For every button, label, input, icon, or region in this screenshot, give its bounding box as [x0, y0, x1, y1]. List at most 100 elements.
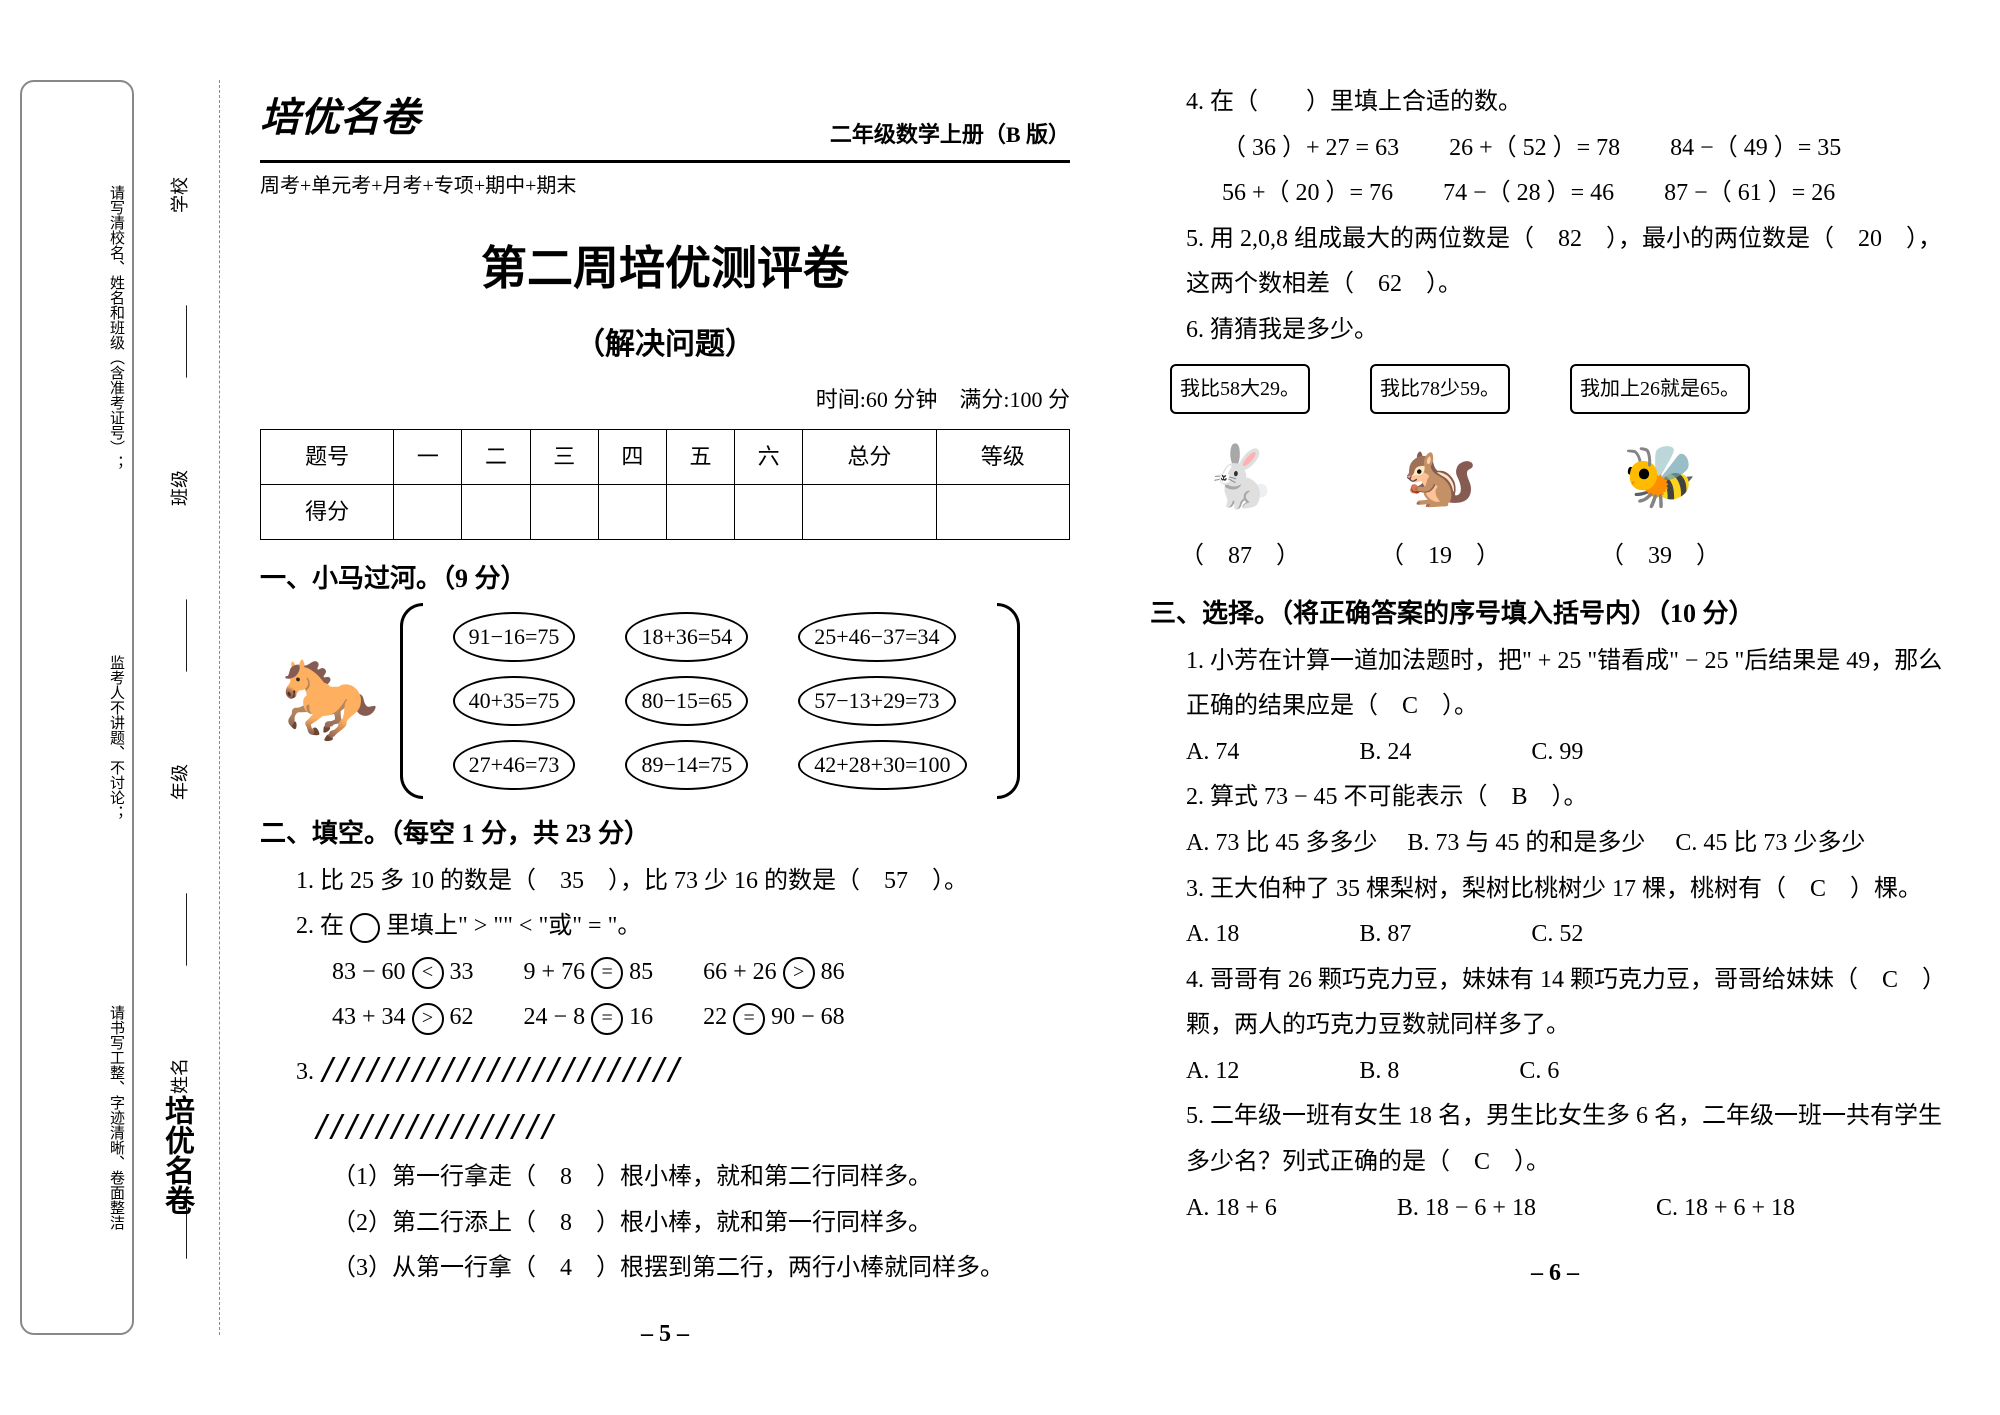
- q4-row: 56 +（ 20 ）= 76 74 −（ 28 ）= 46 87 −（ 61 ）…: [1150, 171, 1960, 217]
- option: B. 24: [1359, 730, 1411, 776]
- guess-item: 我比78少59。 🐿️ （ 19 ）: [1370, 364, 1510, 580]
- q3-label: 3.: [296, 1059, 314, 1085]
- expr: 62: [450, 1004, 474, 1030]
- compare-symbol: =: [591, 957, 623, 989]
- horse-icon: 🐎: [280, 625, 380, 777]
- mc-4-opts: A. 12 B. 8 C. 6: [1150, 1049, 1960, 1095]
- paper-title: 第二周培优测评卷: [260, 225, 1070, 312]
- compare-symbol: <: [412, 957, 444, 989]
- paper-subtitle: （解决问题）: [260, 316, 1070, 373]
- oval-cell: 91−16=75: [453, 612, 576, 662]
- speech-bubble: 我比58大29。: [1170, 364, 1310, 414]
- expr: 86: [821, 959, 845, 985]
- guess-row: 我比58大29。 🐇 （ 87 ） 我比78少59。 🐿️ （ 19 ） 我加上…: [1170, 364, 1960, 580]
- oval-cell: 89−14=75: [625, 740, 748, 790]
- q4-lead: 4. 在（ ）里填上合适的数。: [1150, 80, 1960, 126]
- oval-cell: 27+46=73: [453, 740, 576, 790]
- timing: 时间:60 分钟 满分:100 分: [260, 379, 1070, 421]
- q2-2-lead: 2. 在: [296, 913, 344, 939]
- q6-lead: 6. 猜猜我是多少。: [1150, 308, 1960, 354]
- score-cell[interactable]: [803, 484, 936, 539]
- compare-symbol: =: [591, 1003, 623, 1035]
- animal-icon: 🐿️: [1370, 420, 1510, 534]
- mc-2-stem: 2. 算式 73 − 45 不可能表示（ B ）。: [1150, 775, 1960, 821]
- th: 题号: [261, 430, 394, 485]
- label-school: 学校: [166, 177, 192, 213]
- animal-icon: 🐝: [1570, 420, 1750, 534]
- score-cell[interactable]: [666, 484, 734, 539]
- student-info-strip: 学校 ________ 班级 ________ 年级 ________ 姓名 _…: [139, 80, 220, 1335]
- option: A. 12: [1186, 1049, 1239, 1095]
- expr: 90 − 68: [771, 1004, 845, 1030]
- expr: 43 + 34: [332, 1004, 406, 1030]
- sticks-row-2: ////////////////: [314, 1109, 555, 1144]
- compare-symbol: >: [783, 957, 815, 989]
- q3b: （2）第二行添上（ 8 ）根小棒，就和第一行同样多。: [260, 1201, 1070, 1247]
- label-class: 班级: [166, 470, 192, 506]
- mc-4-stem: 4. 哥哥有 26 颗巧克力豆，妹妹有 14 颗巧克力豆，哥哥给妹妹（ C ）颗…: [1150, 958, 1960, 1049]
- q4-row: （ 36 ）+ 27 = 63 26 +（ 52 ）= 78 84 −（ 49 …: [1150, 126, 1960, 172]
- sticks-row-1: ////////////////////////: [320, 1052, 681, 1087]
- section-1-title: 一、小马过河。（9 分）: [260, 554, 1070, 603]
- score-table: 题号 一 二 三 四 五 六 总分 等级 得分: [260, 429, 1070, 540]
- mc-1-stem: 1. 小芳在计算一道加法题时，把" + 25 "错看成" − 25 "后结果是 …: [1150, 639, 1960, 730]
- mc-2-opts: A. 73 比 45 多多少 B. 73 与 45 的和是多少 C. 45 比 …: [1150, 821, 1960, 867]
- page: 请写清校名、姓名和班级（含准考证号）； 监考人不讲题、不讨论； 请书写工整、字迹…: [0, 0, 2000, 1415]
- th: 二: [462, 430, 530, 485]
- animal-icon: 🐇: [1170, 420, 1310, 534]
- speech-bubble: 我比78少59。: [1370, 364, 1510, 414]
- expr: 9 + 76: [524, 959, 586, 985]
- th: 总分: [803, 430, 936, 485]
- expr: 33: [450, 959, 474, 985]
- guess-answer: （ 19 ）: [1370, 534, 1510, 580]
- expr: 66 + 26: [703, 959, 777, 985]
- option: A. 18 + 6: [1186, 1186, 1277, 1232]
- score-cell[interactable]: [530, 484, 598, 539]
- expr: 83 − 60: [332, 959, 406, 985]
- oval-cell: 42+28+30=100: [798, 740, 966, 790]
- oval-cell: 18+36=54: [625, 612, 748, 662]
- oval-cell: 80−15=65: [625, 676, 748, 726]
- guess-answer: （ 39 ）: [1570, 534, 1750, 580]
- expr: 85: [629, 959, 653, 985]
- score-cell[interactable]: [598, 484, 666, 539]
- mc-1-opts: A. 74 B. 24 C. 99: [1150, 730, 1960, 776]
- option: B. 87: [1359, 912, 1411, 958]
- option: A. 74: [1186, 730, 1239, 776]
- fill-eq: 56 +（ 20 ）= 76: [1222, 171, 1393, 217]
- option: C. 99: [1531, 730, 1583, 776]
- score-cell[interactable]: [735, 484, 803, 539]
- q2-1: 1. 比 25 多 10 的数是（ 35 ），比 73 少 16 的数是（ 57…: [260, 859, 1070, 905]
- compare-row: 83 − 60 < 33 9 + 76 = 85 66 + 26 > 86: [260, 950, 1070, 996]
- th: 四: [598, 430, 666, 485]
- mc-3-stem: 3. 王大伯种了 35 棵梨树，梨树比桃树少 17 棵，桃树有（ C ）棵。: [1150, 867, 1960, 913]
- score-cell[interactable]: [462, 484, 530, 539]
- oval-cell: 25+46−37=34: [798, 612, 955, 662]
- page-number-5: – 5 –: [260, 1312, 1070, 1358]
- th: 三: [530, 430, 598, 485]
- q3c: （3）从第一行拿（ 4 ）根摆到第二行，两行小棒就同样多。: [260, 1246, 1070, 1292]
- instruction-c: 请书写工整、字迹清晰、卷面整洁: [27, 1005, 127, 1230]
- fill-eq: 84 −（ 49 ）= 35: [1670, 126, 1841, 172]
- score-cell[interactable]: [394, 484, 462, 539]
- section-3-title: 三、选择。（将正确答案的序号填入括号内）（10 分）: [1150, 589, 1960, 638]
- compare-symbol: =: [733, 1003, 765, 1035]
- q2-2: 2. 在 里填上" > "" < "或" = "。: [260, 904, 1070, 950]
- label-grade: 年级: [166, 764, 192, 800]
- speech-bubble: 我加上26就是65。: [1570, 364, 1750, 414]
- fill-eq: （ 36 ）+ 27 = 63: [1222, 126, 1399, 172]
- side-logo: 培优名卷: [154, 1095, 198, 1215]
- guess-answer: （ 87 ）: [1170, 534, 1310, 580]
- compare-symbol: >: [412, 1003, 444, 1035]
- series: 二年级数学上册（B 版）: [830, 114, 1070, 156]
- q3a: （1）第一行拿走（ 8 ）根小棒，就和第二行同样多。: [260, 1155, 1070, 1201]
- q2-2-tail: 里填上" > "" < "或" = "。: [386, 913, 641, 939]
- horse-puzzle: 🐎 91−16=75 18+36=54 25+46−37=34 40+35=75…: [280, 603, 1070, 799]
- instructions-panel: 请写清校名、姓名和班级（含准考证号）； 监考人不讲题、不讨论； 请书写工整、字迹…: [20, 80, 134, 1335]
- left-brace: [400, 603, 423, 799]
- fill-eq: 26 +（ 52 ）= 78: [1449, 126, 1620, 172]
- option: C. 6: [1519, 1049, 1559, 1095]
- score-cell[interactable]: [936, 484, 1069, 539]
- option: C. 18 + 6 + 18: [1656, 1186, 1795, 1232]
- q5: 5. 用 2,0,8 组成最大的两位数是（ 82 ），最小的两位数是（ 20 ）…: [1150, 217, 1960, 308]
